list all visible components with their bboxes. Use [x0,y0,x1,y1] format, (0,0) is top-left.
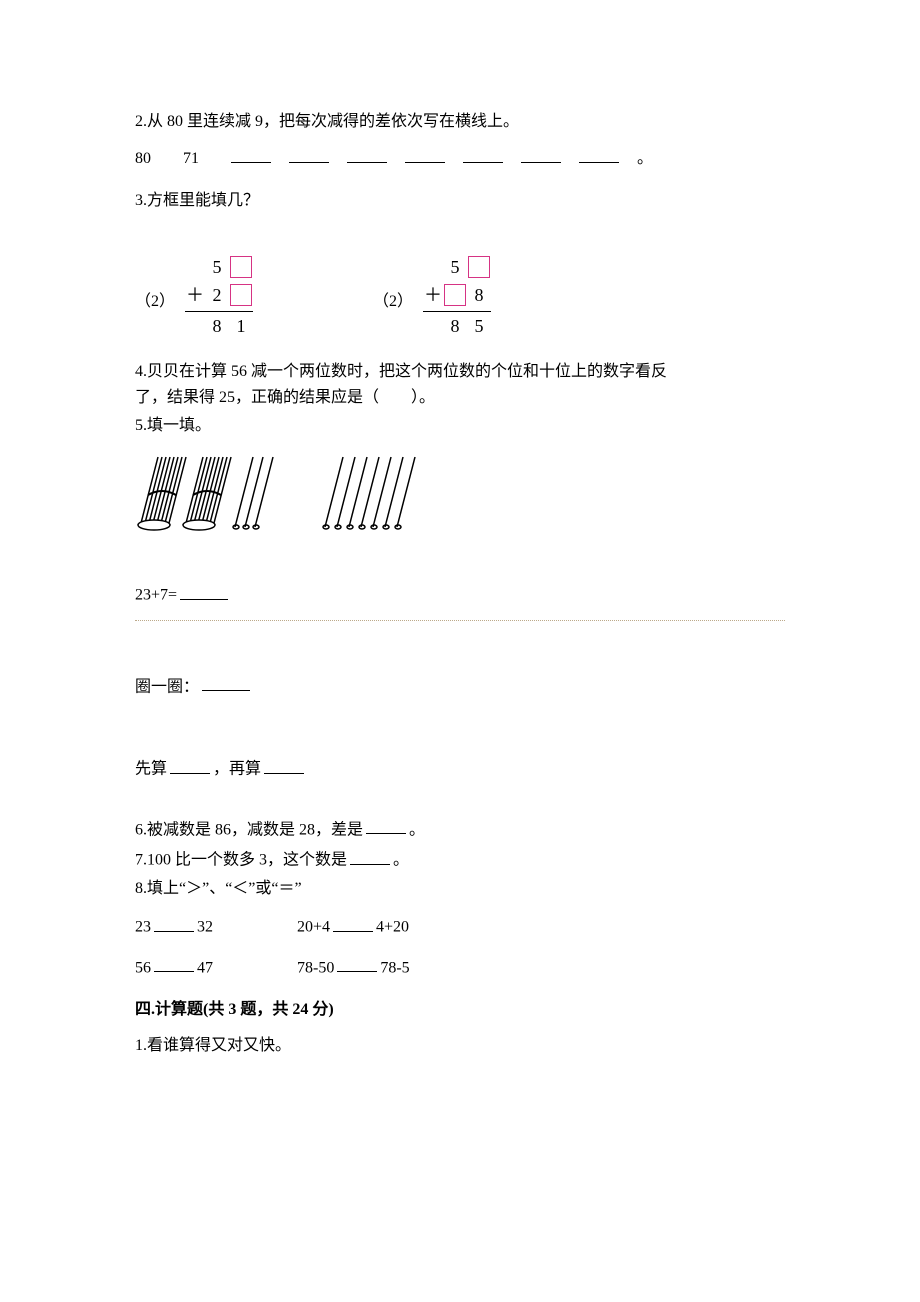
q3-p2-mid-ones: 8 [467,282,491,309]
q2-blank[interactable] [347,146,387,163]
q5-eq-blank[interactable] [180,581,228,600]
q5-calc-blank2[interactable] [264,755,304,774]
q2-blank[interactable] [231,146,271,163]
q2-sequence: 80 71 。 [135,146,785,171]
q5-circle-blank[interactable] [202,673,250,692]
q3-p1-mid-tens: 2 [205,282,229,309]
q3-p1-sum-tens: 8 [205,313,229,340]
q2-start1: 80 [135,147,151,171]
q2-blank[interactable] [579,146,619,163]
q3-p1-top-ones-box[interactable] [230,256,252,278]
q2-text: 2.从 80 里连续减 9，把每次减得的差依次写在横线上。 [135,110,785,134]
q3-text: 3.方框里能填几？ [135,189,785,213]
q2-period: 。 [637,150,653,167]
q3-p1-top-tens: 5 [205,254,229,281]
q5-circle: 圈一圈： [135,673,785,700]
q8-r2b-right: 78-5 [380,959,409,976]
q8-row1: 23 32 20+4 4+20 [135,913,785,940]
q5-text: 5.填一填。 [135,414,785,438]
q3-p2-sum-ones: 5 [467,313,491,340]
q7: 7.100 比一个数多 3，这个数是 。 [135,846,785,873]
q3-p1-label: （2） [135,290,175,340]
q8-r2a-blank[interactable] [154,954,194,973]
q4-line2: 了，结果得 25，正确的结果应是（ ）。 [135,386,785,410]
q8-r1a-blank[interactable] [154,913,194,932]
q8-r1b-left: 20+4 [297,919,330,936]
q8-r2b-blank[interactable] [337,954,377,973]
q3-p1-mid-ones-box[interactable] [230,284,252,306]
q8-r1b-right: 4+20 [376,919,409,936]
dotted-separator [135,620,785,621]
q3-p2-op: ＋ [423,282,443,309]
q8-row2: 56 47 78-50 78-5 [135,954,785,981]
q5-circle-label: 圈一圈： [135,678,199,695]
q6-suffix: 。 [409,821,425,838]
q8-r2b-left: 78-50 [297,959,334,976]
q6-prefix: 6.被减数是 86，减数是 28，差是 [135,821,363,838]
q8-r2a-left: 56 [135,959,151,976]
q3-problem-1: （2） 5 ＋ 2 8 1 [135,253,253,340]
q7-prefix: 7.100 比一个数多 3，这个数是 [135,852,347,869]
q6-blank[interactable] [366,816,406,835]
section4-title: 四.计算题(共 3 题，共 24 分) [135,998,785,1022]
q8-r2a-right: 47 [197,959,213,976]
q2-start2: 71 [183,147,199,171]
q7-suffix: 。 [393,852,409,869]
q5-calc-blank1[interactable] [170,755,210,774]
q2-blank[interactable] [405,146,445,163]
q8-r1a-right: 32 [197,919,213,936]
q6: 6.被减数是 86，减数是 28，差是 。 [135,816,785,843]
q5-sticks-image [135,452,785,545]
q5-equation: 23+7= [135,581,785,608]
q4-line1: 4.贝贝在计算 56 减一个两位数时，把这个两位数的个位和十位上的数字看反 [135,360,785,384]
q5-eq-prefix: 23+7= [135,587,177,604]
q8-r1b-blank[interactable] [333,913,373,932]
q5-calc-prefix: 先算 [135,761,167,778]
q3-problem-2: （2） 5 ＋ 8 8 5 [373,253,491,340]
q8-r1a-left: 23 [135,919,151,936]
q2-blank[interactable] [521,146,561,163]
q3-p2-mid-tens-box[interactable] [444,284,466,306]
q2-blank[interactable] [463,146,503,163]
q8-text: 8.填上“＞”、“＜”或“＝” [135,877,785,901]
q3-p1-sum-ones: 1 [229,313,253,340]
q7-blank[interactable] [350,846,390,865]
q5-calc-mid: ，再算 [213,761,261,778]
q2-blank[interactable] [289,146,329,163]
q3-p2-sum-tens: 8 [443,313,467,340]
q3-p2-top-tens: 5 [443,254,467,281]
q3-p1-op: ＋ [185,282,205,309]
q3-problems: （2） 5 ＋ 2 8 1 （2） 5 [135,253,785,340]
q5-calc: 先算 ，再算 [135,755,785,782]
section4-q1: 1.看谁算得又对又快。 [135,1034,785,1058]
q3-p2-label: （2） [373,290,413,340]
sticks-svg [135,452,455,537]
q3-p2-top-ones-box[interactable] [468,256,490,278]
